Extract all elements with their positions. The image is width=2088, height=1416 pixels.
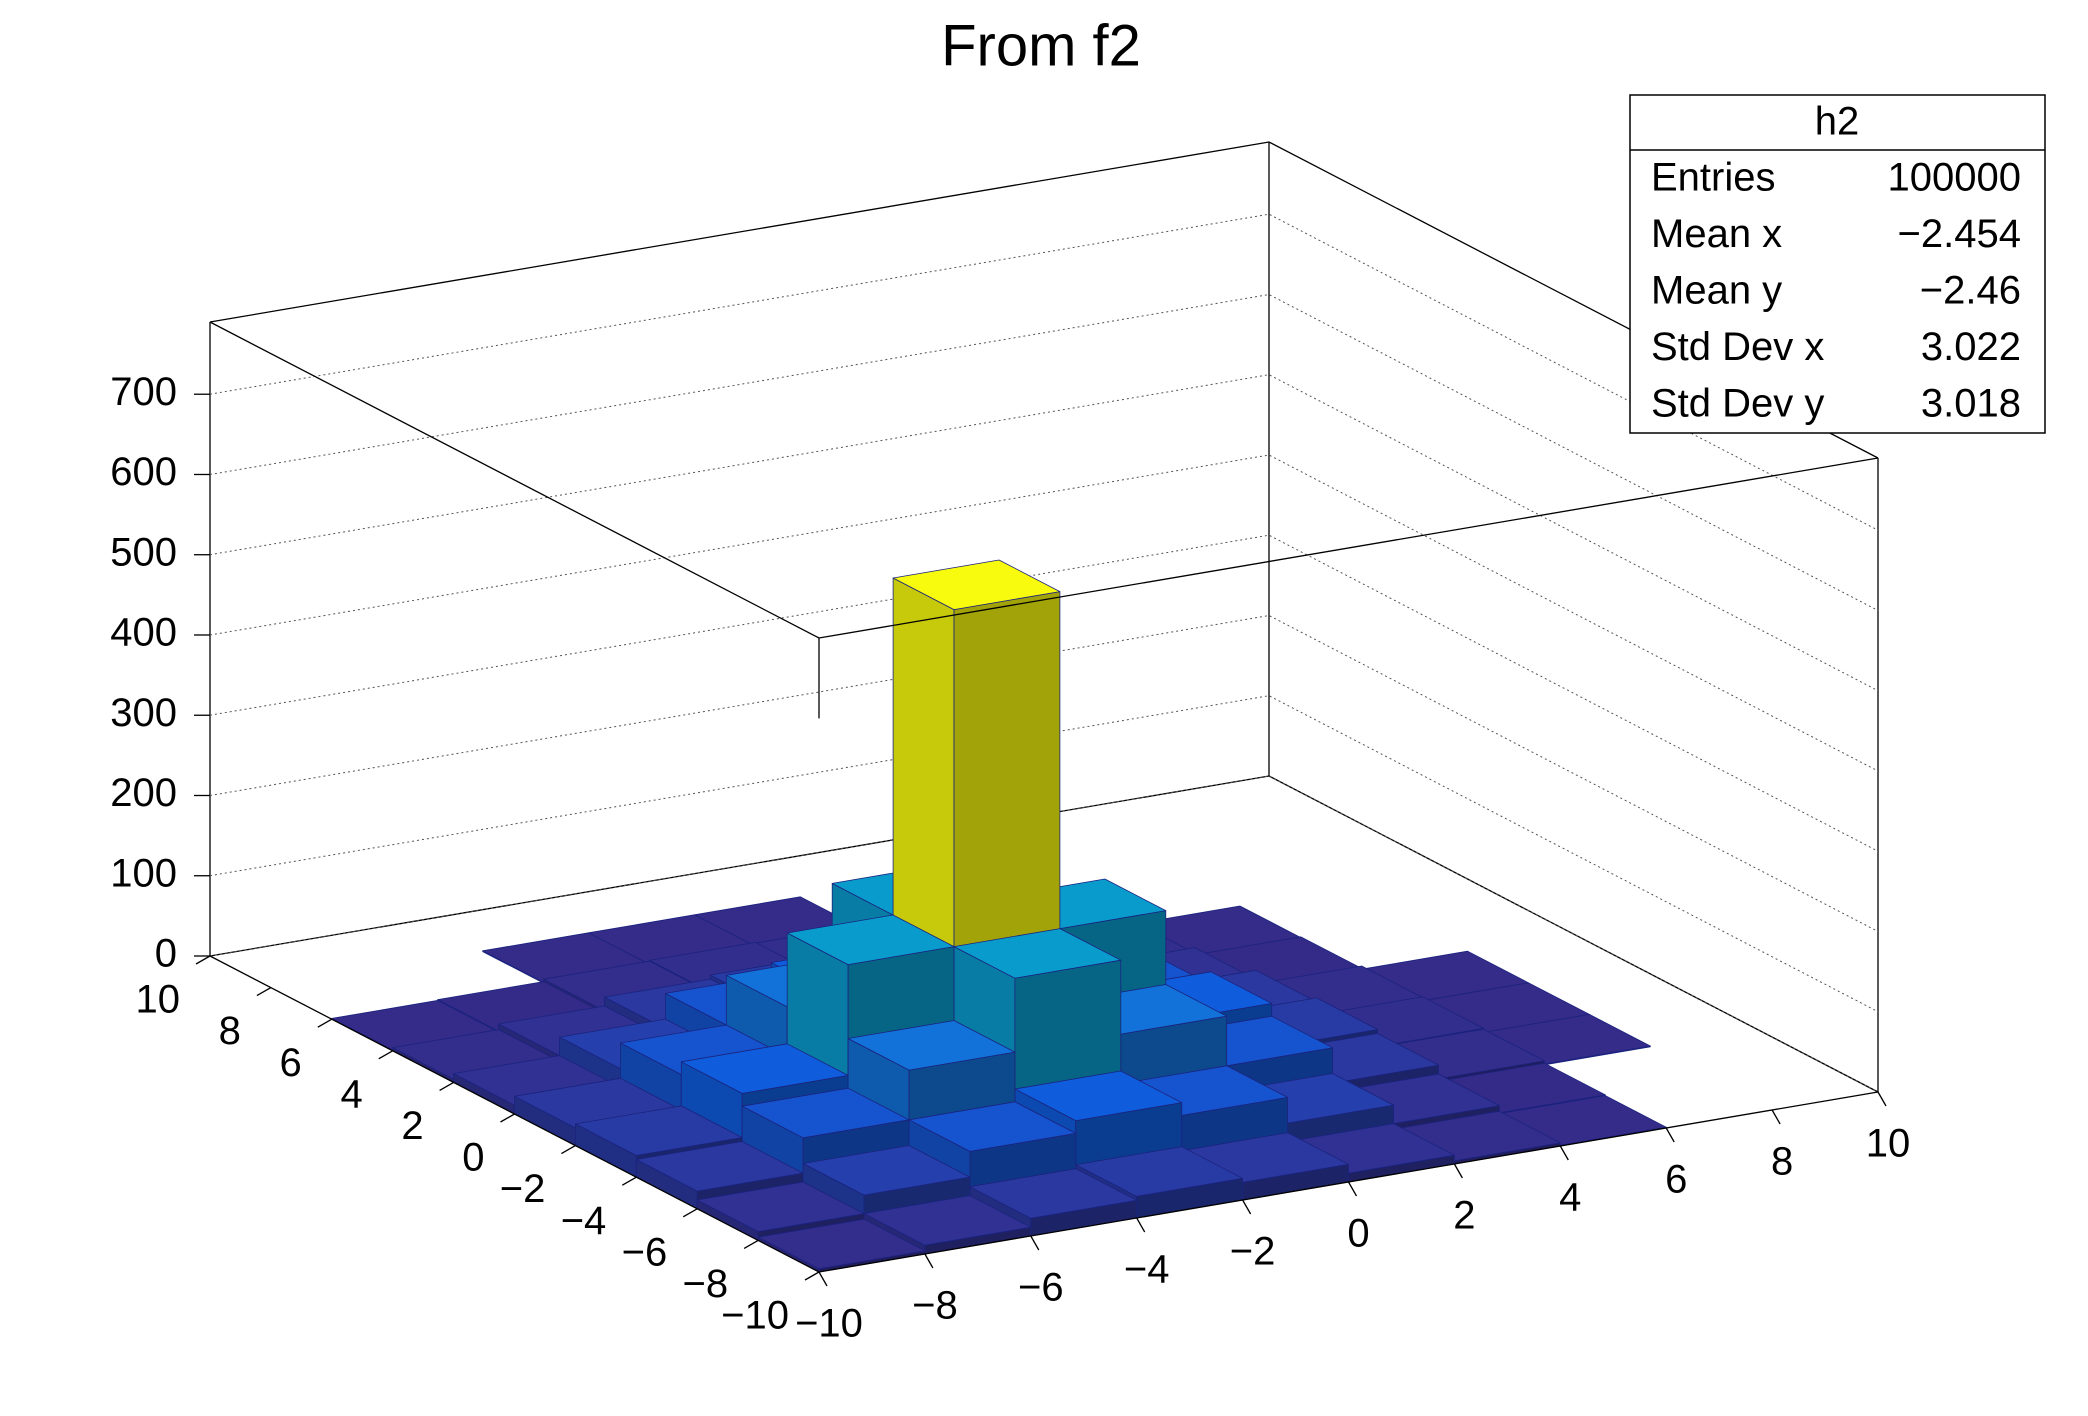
bin-top: [696, 1181, 865, 1232]
y-tick: [743, 1239, 759, 1249]
x-tick-label: −10: [795, 1302, 863, 1346]
grid-line: [209, 374, 1879, 692]
grid-line: [209, 695, 1879, 1013]
z-tick-label: 300: [110, 691, 177, 735]
back-top-edge: [209, 141, 1879, 459]
y-tick-label: 10: [136, 978, 181, 1022]
y-tick: [439, 1081, 454, 1091]
z-tick-label: 400: [110, 611, 177, 655]
y-tick-label: −4: [561, 1199, 607, 1243]
stats-label: Mean x: [1651, 212, 1782, 256]
z-tick-label: 700: [110, 370, 177, 414]
bin-top: [802, 1145, 971, 1196]
x-tick-label: 10: [1866, 1122, 1911, 1166]
y-tick: [500, 1113, 515, 1123]
x-tick: [1771, 1109, 1781, 1125]
y-tick: [621, 1176, 637, 1186]
grid-line: [209, 775, 1879, 1093]
bin-top: [786, 914, 955, 965]
bin-top: [908, 1101, 1077, 1152]
x-tick-label: 8: [1771, 1140, 1793, 1184]
chart-title: From f2: [941, 13, 1141, 78]
x-tick: [1559, 1145, 1569, 1161]
y-tick-label: 0: [462, 1136, 484, 1180]
stats-value: 100000: [1888, 156, 2021, 200]
grid-line: [209, 213, 1879, 531]
y-tick-label: −6: [622, 1230, 668, 1274]
grid-line: [209, 454, 1879, 772]
y-tick-label: 8: [219, 1009, 241, 1053]
x-tick-label: −4: [1124, 1248, 1170, 1292]
x-tick-label: −2: [1230, 1230, 1276, 1274]
grid-line: [209, 293, 1879, 611]
y-tick-label: −2: [500, 1167, 546, 1211]
stats-label: Mean y: [1651, 269, 1782, 313]
y-tick: [561, 1145, 576, 1155]
x-tick-label: −6: [1018, 1266, 1064, 1310]
x-tick: [1030, 1235, 1040, 1251]
y-tick: [682, 1208, 698, 1218]
z-tick-label: 200: [110, 771, 177, 815]
bin-top: [1075, 1146, 1243, 1197]
bin-top: [635, 1141, 804, 1192]
y-tick-label: 6: [280, 1041, 302, 1085]
z-tick-label: 600: [110, 450, 177, 494]
x-tick: [818, 1271, 828, 1287]
x-tick-label: −8: [912, 1284, 958, 1328]
z-tick-label: 0: [155, 932, 177, 976]
x-tick-label: 6: [1665, 1158, 1687, 1202]
stats-label: Std Dev y: [1651, 382, 1824, 426]
x-tick: [1136, 1217, 1146, 1233]
bin-top: [863, 1195, 1032, 1246]
x-tick: [1453, 1163, 1463, 1179]
y-tick-label: 4: [340, 1072, 362, 1116]
bin-top: [1014, 1070, 1183, 1121]
y-tick-label: −8: [682, 1262, 728, 1306]
grid-line: [209, 534, 1879, 852]
stats-value: −2.454: [1898, 212, 2021, 256]
stats-value: −2.46: [1920, 269, 2021, 313]
y-tick: [256, 987, 272, 997]
x-tick-label: 2: [1453, 1194, 1475, 1238]
bin-top: [892, 559, 1061, 610]
front-top-edge: [209, 321, 1879, 639]
bin: [757, 1218, 926, 1273]
stats-box: h2 Entries 100000 Mean x −2.454 Mean y −2.46 S…: [1629, 94, 2046, 434]
bin-top: [741, 1087, 910, 1139]
x-tick: [1665, 1127, 1675, 1143]
y-tick: [195, 955, 211, 965]
y-tick: [317, 1018, 333, 1028]
x-tick: [1242, 1199, 1252, 1215]
stats-label: Entries: [1651, 156, 1776, 200]
stats-value: 3.022: [1921, 325, 2021, 369]
x-tick: [924, 1253, 934, 1269]
bin: [635, 1141, 804, 1210]
x-tick: [1347, 1181, 1358, 1197]
z-tick-label: 500: [110, 530, 177, 574]
bin-top: [969, 1168, 1138, 1219]
bin-top: [953, 928, 1122, 979]
y-tick: [378, 1050, 394, 1060]
stats-value: 3.018: [1921, 382, 2021, 426]
y-tick: [804, 1271, 820, 1281]
y-tick-label: 2: [401, 1104, 423, 1148]
bin-top: [757, 1218, 926, 1270]
stats-title: h2: [1815, 100, 1860, 144]
x-tick: [1877, 1091, 1887, 1107]
stats-frame: [1629, 94, 2046, 434]
grid-line: [209, 614, 1879, 932]
bin-top: [847, 1020, 1016, 1071]
bin-top: [680, 1043, 849, 1094]
bin-top: [575, 1105, 743, 1156]
y-tick-label: −10: [721, 1294, 789, 1338]
stats-label: Std Dev x: [1651, 325, 1824, 369]
z-tick-label: 100: [110, 851, 177, 895]
x-tick-label: 0: [1347, 1212, 1369, 1256]
x-tick-label: 4: [1559, 1176, 1581, 1220]
